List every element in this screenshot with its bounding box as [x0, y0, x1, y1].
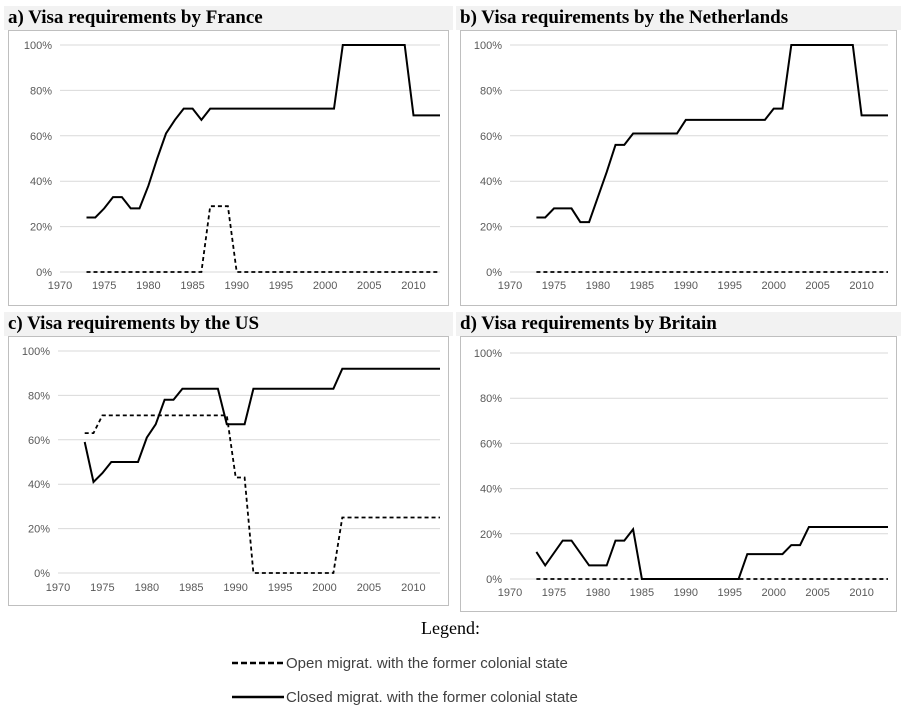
- y-tick-label: 100%: [24, 40, 52, 52]
- x-tick-label: 1995: [268, 582, 292, 594]
- y-tick-label: 100%: [474, 40, 502, 52]
- x-tick-label: 1970: [48, 280, 72, 292]
- legend-title: Legend:: [421, 618, 480, 638]
- x-tick-label: 2000: [312, 582, 336, 594]
- x-tick-label: 1980: [136, 280, 160, 292]
- legend-swatch-solid: [232, 695, 284, 699]
- panel-b: 0% 20% 40% 60% 80% 100% 1970 1975 1980 1985 1990 19…: [460, 30, 897, 306]
- y-tick-label: 60%: [28, 435, 50, 447]
- chart-d: 0% 20% 40% 60% 80% 100% 1970 1975 1980 1985 1990 19…: [474, 348, 888, 599]
- series-line-open-migration: [86, 205, 440, 273]
- x-tick-label: 1985: [180, 280, 204, 292]
- chart-c: 0% 20% 40% 60% 80% 100% 1970 1975 1980 1985 1990 19…: [22, 346, 440, 594]
- x-tick-label: 2005: [357, 280, 381, 292]
- chart-b: 0% 20% 40% 60% 80% 100% 1970 1975 1980 1985 1990 19…: [474, 40, 888, 292]
- x-tick-label: 1975: [542, 280, 566, 292]
- x-tick-label: 1995: [718, 280, 742, 292]
- x-tick-label: 1990: [223, 582, 247, 594]
- x-tick-label: 1990: [225, 280, 249, 292]
- y-tick-label: 0%: [36, 267, 52, 279]
- y-tick-label: 60%: [30, 131, 52, 143]
- x-tick-label: 1985: [630, 587, 654, 599]
- x-tick-label: 2000: [313, 280, 337, 292]
- x-tick-label: 1985: [179, 582, 203, 594]
- x-tick-label: 2010: [401, 582, 425, 594]
- series-line-closed-migration: [83, 367, 440, 484]
- y-tick-label: 40%: [30, 176, 52, 188]
- x-tick-label: 1970: [498, 280, 522, 292]
- x-tick-label: 2000: [761, 587, 785, 599]
- x-tick-label: 1980: [586, 280, 610, 292]
- x-tick-label: 1980: [135, 582, 159, 594]
- y-tick-label: 60%: [480, 438, 502, 450]
- series-line-closed-migration: [86, 44, 440, 219]
- x-tick-label: 1975: [92, 280, 116, 292]
- y-tick-label: 80%: [480, 393, 502, 405]
- series-line-open-migration: [84, 414, 440, 574]
- panel-d: 0% 20% 40% 60% 80% 100% 1970 1975 1980 1985 1990 19…: [460, 336, 897, 612]
- legend-swatch-dashed: [232, 661, 284, 665]
- y-tick-label: 60%: [480, 131, 502, 143]
- x-tick-label: 2005: [805, 587, 829, 599]
- x-tick-label: 1980: [586, 587, 610, 599]
- x-tick-label: 2010: [401, 280, 425, 292]
- series-line-closed-migration: [536, 44, 888, 224]
- x-tick-label: 2005: [805, 280, 829, 292]
- x-tick-label: 2005: [357, 582, 381, 594]
- y-tick-label: 100%: [22, 346, 50, 358]
- x-tick-label: 1975: [542, 587, 566, 599]
- y-tick-label: 40%: [480, 176, 502, 188]
- panel-c: 0% 20% 40% 60% 80% 100% 1970 1975 1980 1985 1990 19…: [8, 336, 449, 606]
- y-tick-label: 0%: [486, 574, 502, 586]
- y-tick-label: 80%: [30, 85, 52, 97]
- x-tick-label: 1995: [269, 280, 293, 292]
- x-tick-label: 1990: [674, 587, 698, 599]
- series-line-closed-migration: [535, 526, 888, 580]
- x-tick-label: 1970: [46, 582, 70, 594]
- panel-b-title: b) Visa requirements by the Netherlands: [456, 6, 901, 30]
- y-tick-label: 20%: [480, 222, 502, 234]
- y-tick-label: 80%: [28, 390, 50, 402]
- y-tick-label: 20%: [30, 222, 52, 234]
- y-tick-label: 100%: [474, 348, 502, 360]
- x-tick-label: 2010: [849, 280, 873, 292]
- legend-item-open: Open migrat. with the former colonial st…: [232, 652, 568, 674]
- x-tick-label: 1975: [90, 582, 114, 594]
- x-tick-label: 1990: [674, 280, 698, 292]
- panel-d-title: d) Visa requirements by Britain: [456, 312, 901, 336]
- x-tick-label: 1985: [630, 280, 654, 292]
- y-tick-label: 20%: [480, 529, 502, 541]
- x-tick-label: 2000: [761, 280, 785, 292]
- y-tick-label: 40%: [28, 479, 50, 491]
- legend-label-open: Open migrat. with the former colonial st…: [286, 654, 568, 672]
- x-tick-label: 2010: [849, 587, 873, 599]
- x-tick-label: 1995: [718, 587, 742, 599]
- legend-label-closed: Closed migrat. with the former colonial …: [286, 688, 578, 706]
- panel-a: 0% 20% 40% 60% 80% 100% 1970 1975 1980 1985 1990 19…: [8, 30, 449, 306]
- y-tick-label: 0%: [486, 267, 502, 279]
- y-tick-label: 40%: [480, 484, 502, 496]
- y-tick-label: 0%: [34, 568, 50, 580]
- panel-c-title: c) Visa requirements by the US: [4, 312, 453, 336]
- x-tick-label: 1970: [498, 587, 522, 599]
- panel-a-title: a) Visa requirements by France: [4, 6, 453, 30]
- chart-a: 0% 20% 40% 60% 80% 100% 1970 1975 1980 1985 1990 19…: [24, 40, 440, 292]
- y-tick-label: 20%: [28, 524, 50, 536]
- y-tick-label: 80%: [480, 85, 502, 97]
- legend-item-closed: Closed migrat. with the former colonial …: [232, 686, 578, 708]
